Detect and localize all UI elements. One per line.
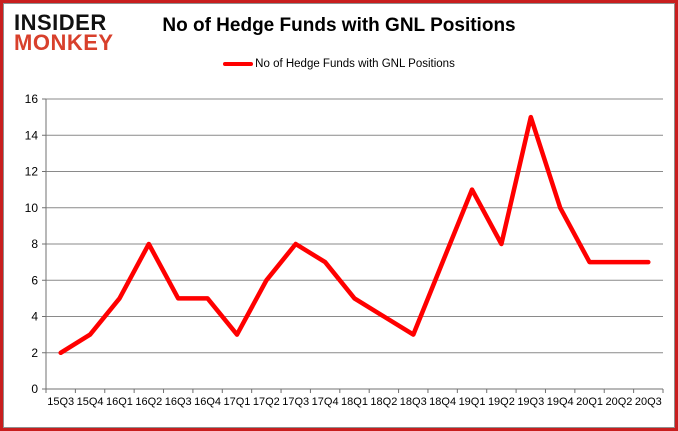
x-axis-label: 16Q4 bbox=[194, 396, 221, 408]
logo-monkey-text: MONKEY bbox=[14, 30, 114, 55]
x-axis-label: 16Q1 bbox=[106, 396, 133, 408]
chart-title: No of Hedge Funds with GNL Positions bbox=[162, 15, 516, 36]
y-axis-label: 12 bbox=[25, 165, 39, 179]
legend-line-swatch bbox=[223, 62, 254, 66]
y-axis-label: 4 bbox=[31, 310, 38, 324]
x-axis-label: 15Q4 bbox=[77, 396, 104, 408]
x-axis-label: 20Q3 bbox=[635, 396, 662, 408]
x-axis-label: 19Q3 bbox=[517, 396, 544, 408]
y-axis-label: 8 bbox=[31, 237, 38, 251]
x-axis-label: 18Q2 bbox=[370, 396, 397, 408]
chart-legend: No of Hedge Funds with GNL Positions bbox=[4, 58, 674, 70]
x-axis-label: 19Q2 bbox=[488, 396, 515, 408]
x-axis-label: 17Q4 bbox=[312, 396, 339, 408]
x-axis-label: 16Q2 bbox=[135, 396, 162, 408]
chart-canvas: INSIDER MONKEY No of Hedge Funds with GN… bbox=[3, 3, 675, 428]
y-axis-label: 0 bbox=[31, 382, 38, 396]
x-axis-label: 18Q1 bbox=[341, 396, 368, 408]
y-axis-label: 6 bbox=[31, 273, 38, 287]
x-axis-label: 18Q3 bbox=[400, 396, 427, 408]
x-axis-label: 20Q1 bbox=[576, 396, 603, 408]
x-axis-label: 17Q3 bbox=[282, 396, 309, 408]
x-axis-label: 15Q3 bbox=[47, 396, 74, 408]
x-axis-label: 17Q1 bbox=[224, 396, 251, 408]
y-axis-label: 16 bbox=[25, 92, 39, 106]
x-axis-label: 16Q3 bbox=[165, 396, 192, 408]
insider-monkey-logo: INSIDER MONKEY bbox=[14, 10, 114, 55]
x-axis-label: 19Q4 bbox=[547, 396, 574, 408]
y-axis-label: 14 bbox=[25, 128, 39, 142]
y-axis-label: 2 bbox=[31, 346, 38, 360]
legend-label: No of Hedge Funds with GNL Positions bbox=[255, 58, 455, 70]
x-axis-label: 20Q2 bbox=[605, 396, 632, 408]
logo-insider-text: INSIDER bbox=[14, 10, 107, 35]
y-axis-label: 10 bbox=[25, 201, 39, 215]
x-axis-label: 18Q4 bbox=[429, 396, 456, 408]
x-axis-label: 17Q2 bbox=[253, 396, 280, 408]
chart-data-line bbox=[58, 114, 651, 356]
x-axis-label: 19Q1 bbox=[459, 396, 486, 408]
